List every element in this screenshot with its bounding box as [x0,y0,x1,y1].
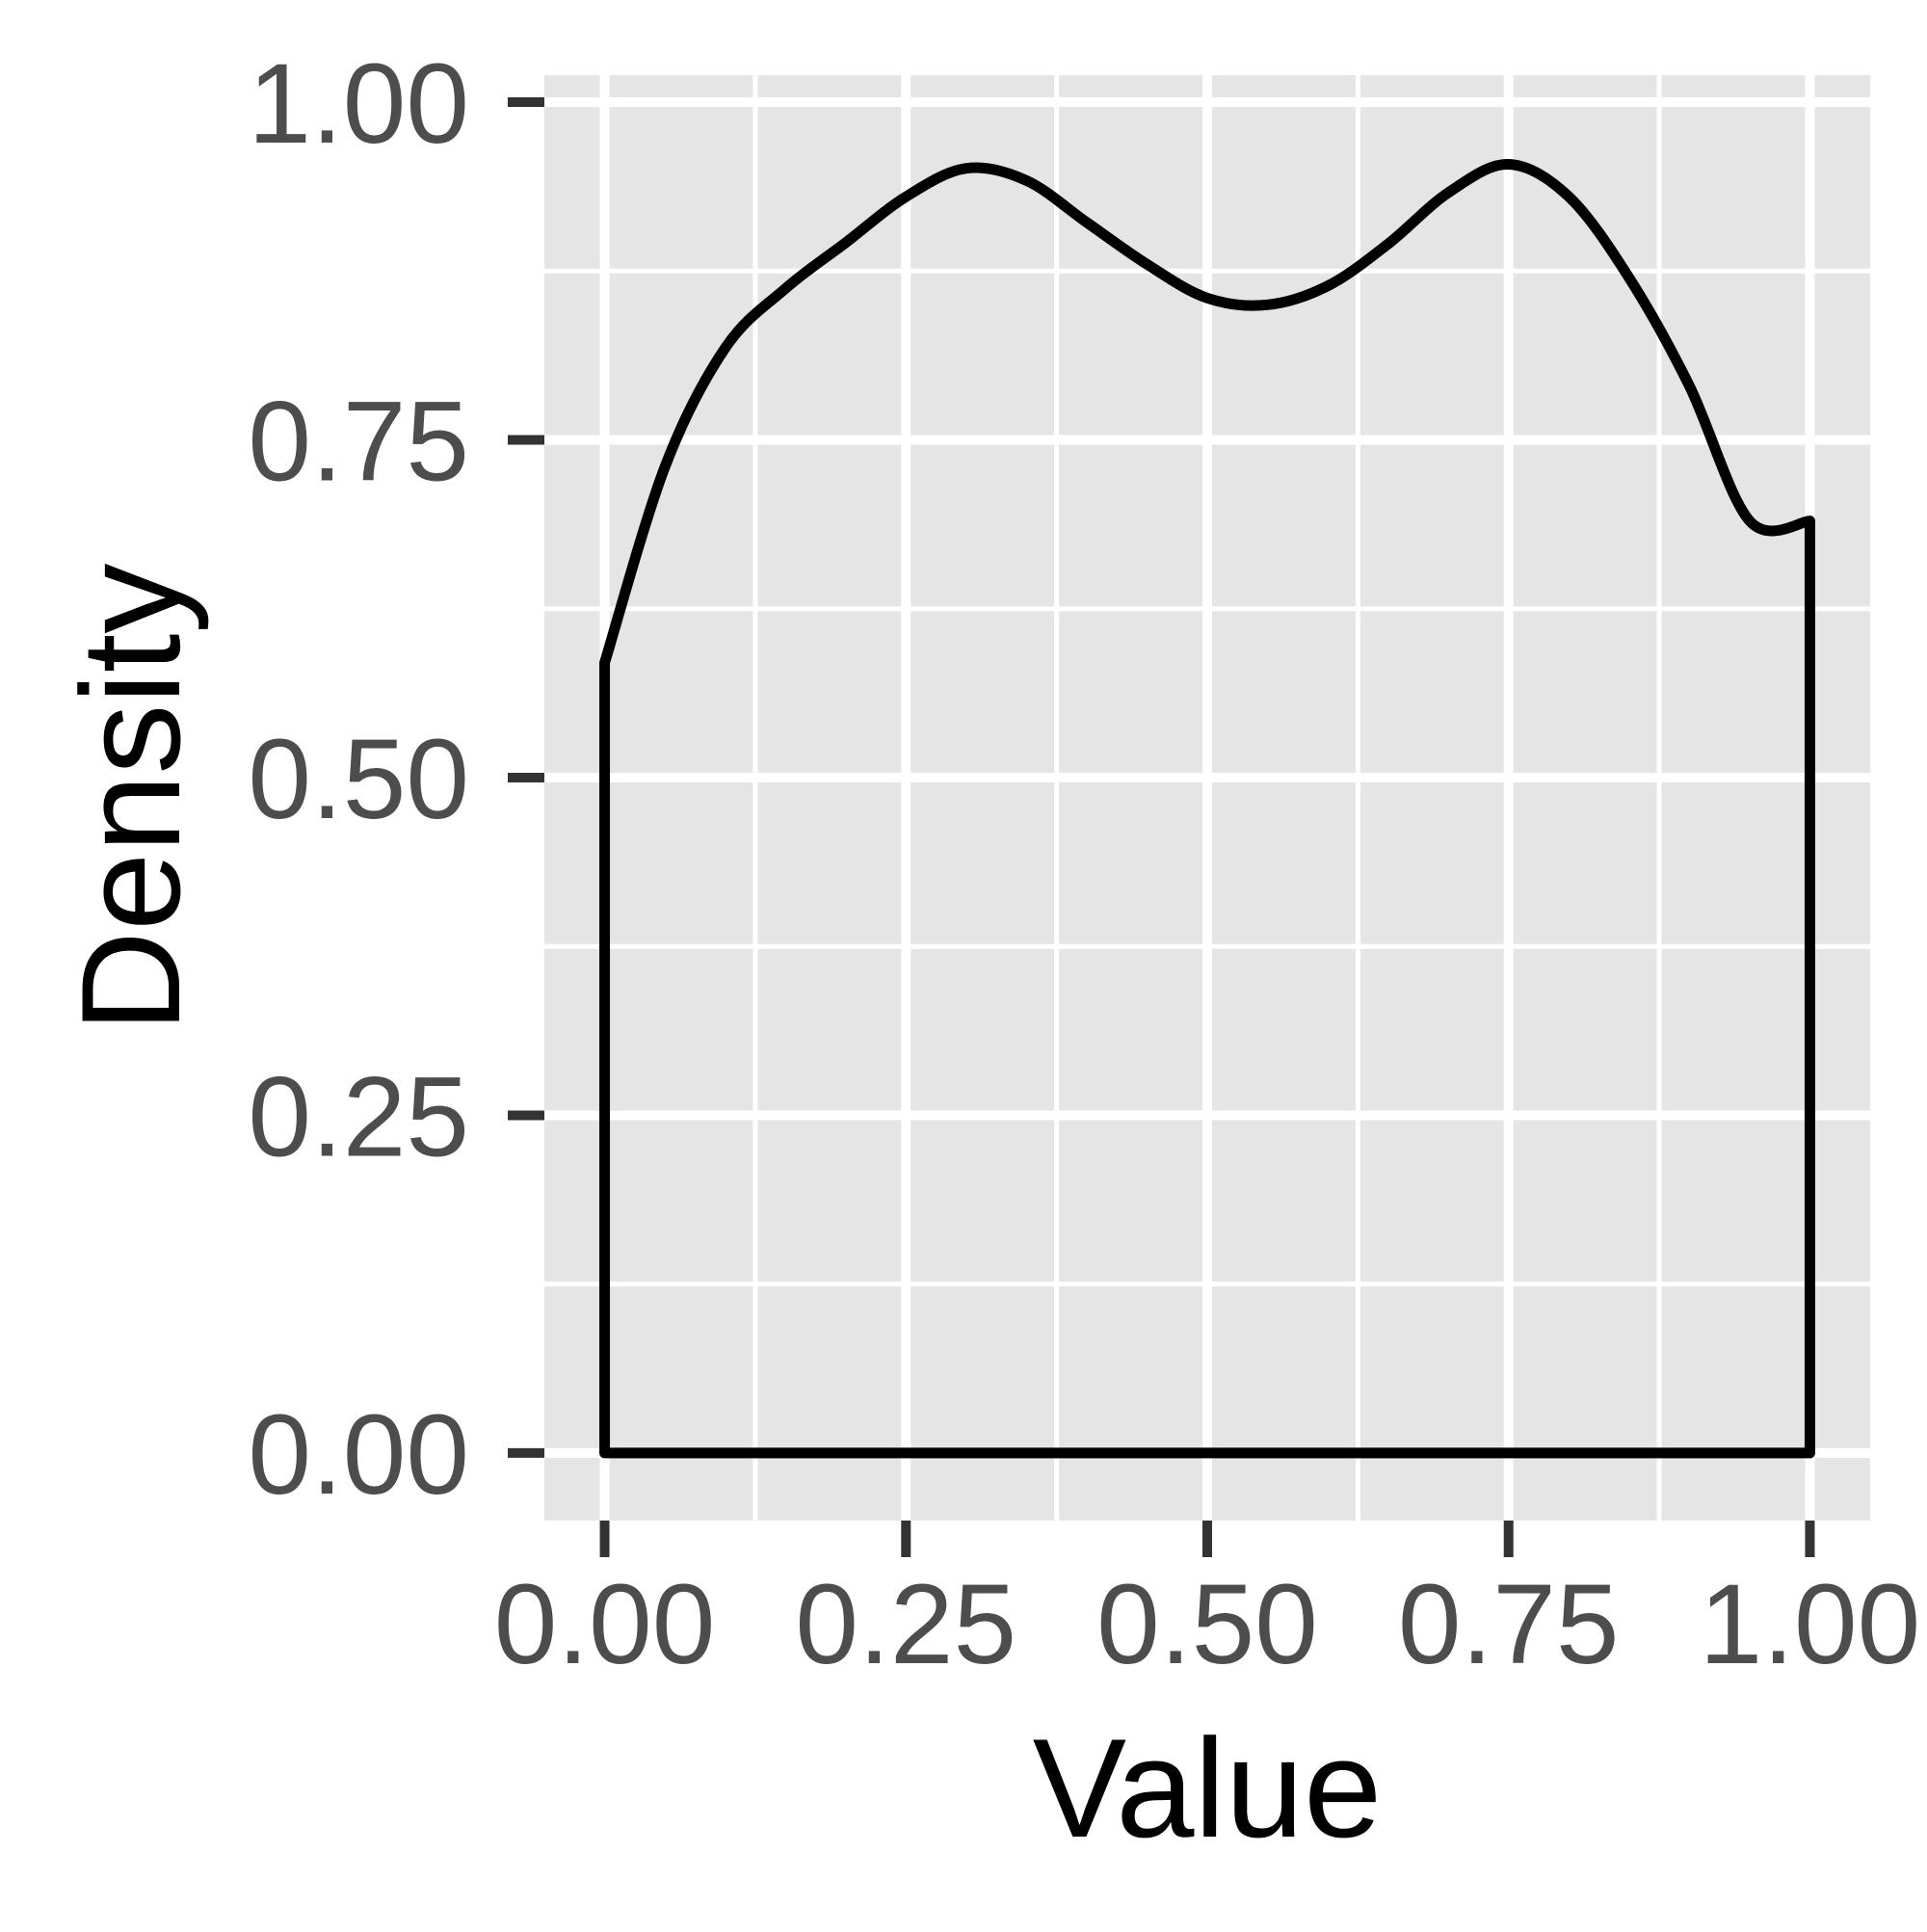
x-tick-label: 0.00 [494,1561,716,1688]
y-axis: 0.00 0.25 0.50 0.75 1.00 [248,40,544,1519]
x-tick-label: 0.25 [795,1561,1016,1688]
y-tick-label: 0.50 [248,716,469,843]
x-tick-label: 0.75 [1398,1561,1620,1688]
y-tick-label: 0.75 [248,379,469,506]
series-layer [599,159,1815,1459]
x-tick-label: 1.00 [1700,1561,1921,1688]
x-tick-label: 0.50 [1096,1561,1318,1688]
density-line [599,159,1815,1459]
y-tick-label: 0.25 [248,1053,469,1180]
x-axis: 0.00 0.25 0.50 0.75 1.00 [494,1521,1921,1688]
y-tick-label: 0.00 [248,1391,469,1519]
x-axis-title: Value [1033,1709,1383,1866]
y-tick-label: 1.00 [248,40,469,168]
y-axis-title: Density [52,564,209,1033]
